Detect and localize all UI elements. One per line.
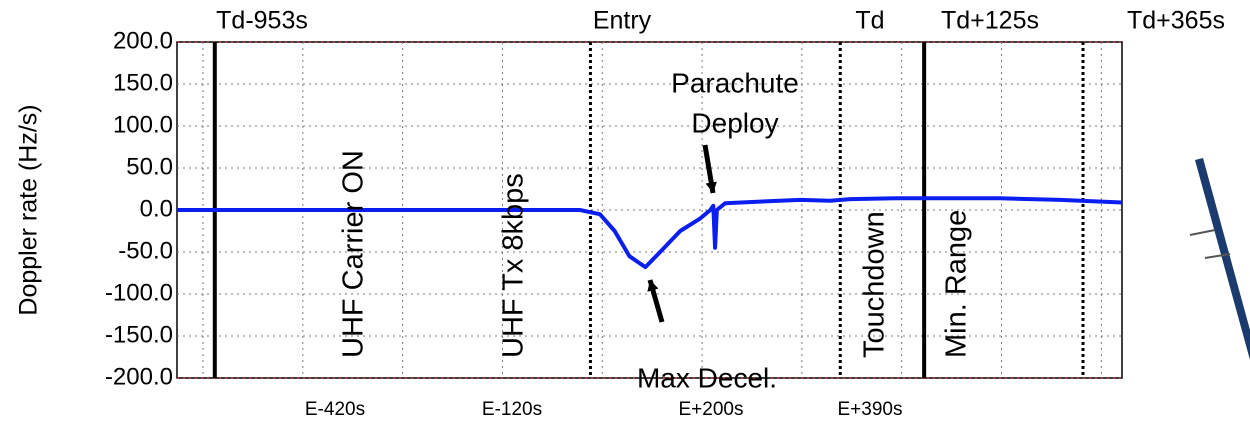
bottom-label: E+390s: [838, 399, 903, 420]
y-tick-label: 50.0: [126, 153, 173, 180]
arrow-head: [705, 181, 717, 193]
annotation: Deploy: [691, 107, 778, 138]
top-label: Td-953s: [216, 7, 308, 35]
bottom-label: E-120s: [482, 399, 542, 420]
y-tick-label: -200.0: [105, 363, 173, 390]
y-tick-label: 0.0: [140, 195, 173, 222]
event-label: Min. Range: [941, 210, 973, 358]
annotation: Max Decel.: [637, 362, 777, 393]
bottom-label: E-420s: [305, 399, 365, 420]
event-label: UHF Carrier ON: [338, 150, 370, 358]
annotation: Parachute: [671, 67, 799, 98]
y-tick-label: 200.0: [113, 27, 173, 54]
y-tick-label: -50.0: [118, 237, 173, 264]
top-label: Td+125s: [941, 7, 1039, 35]
y-axis-label: Doppler rate (Hz/s): [15, 104, 43, 315]
y-tick-label: -100.0: [105, 279, 173, 306]
y-tick-label: -150.0: [105, 321, 173, 348]
y-tick-label: 150.0: [113, 69, 173, 96]
doppler-line: [177, 196, 1123, 270]
top-label: Td+365s: [1127, 7, 1225, 35]
event-label: UHF Tx 8kbps: [498, 173, 530, 358]
bottom-label: E+200s: [679, 399, 744, 420]
arrow-head: [647, 280, 659, 292]
satellite-image: [1189, 158, 1250, 360]
top-label: Td: [855, 7, 884, 35]
event-label: Touchdown: [859, 211, 891, 358]
y-tick-label: 100.0: [113, 111, 173, 138]
top-label: Entry: [593, 7, 652, 35]
